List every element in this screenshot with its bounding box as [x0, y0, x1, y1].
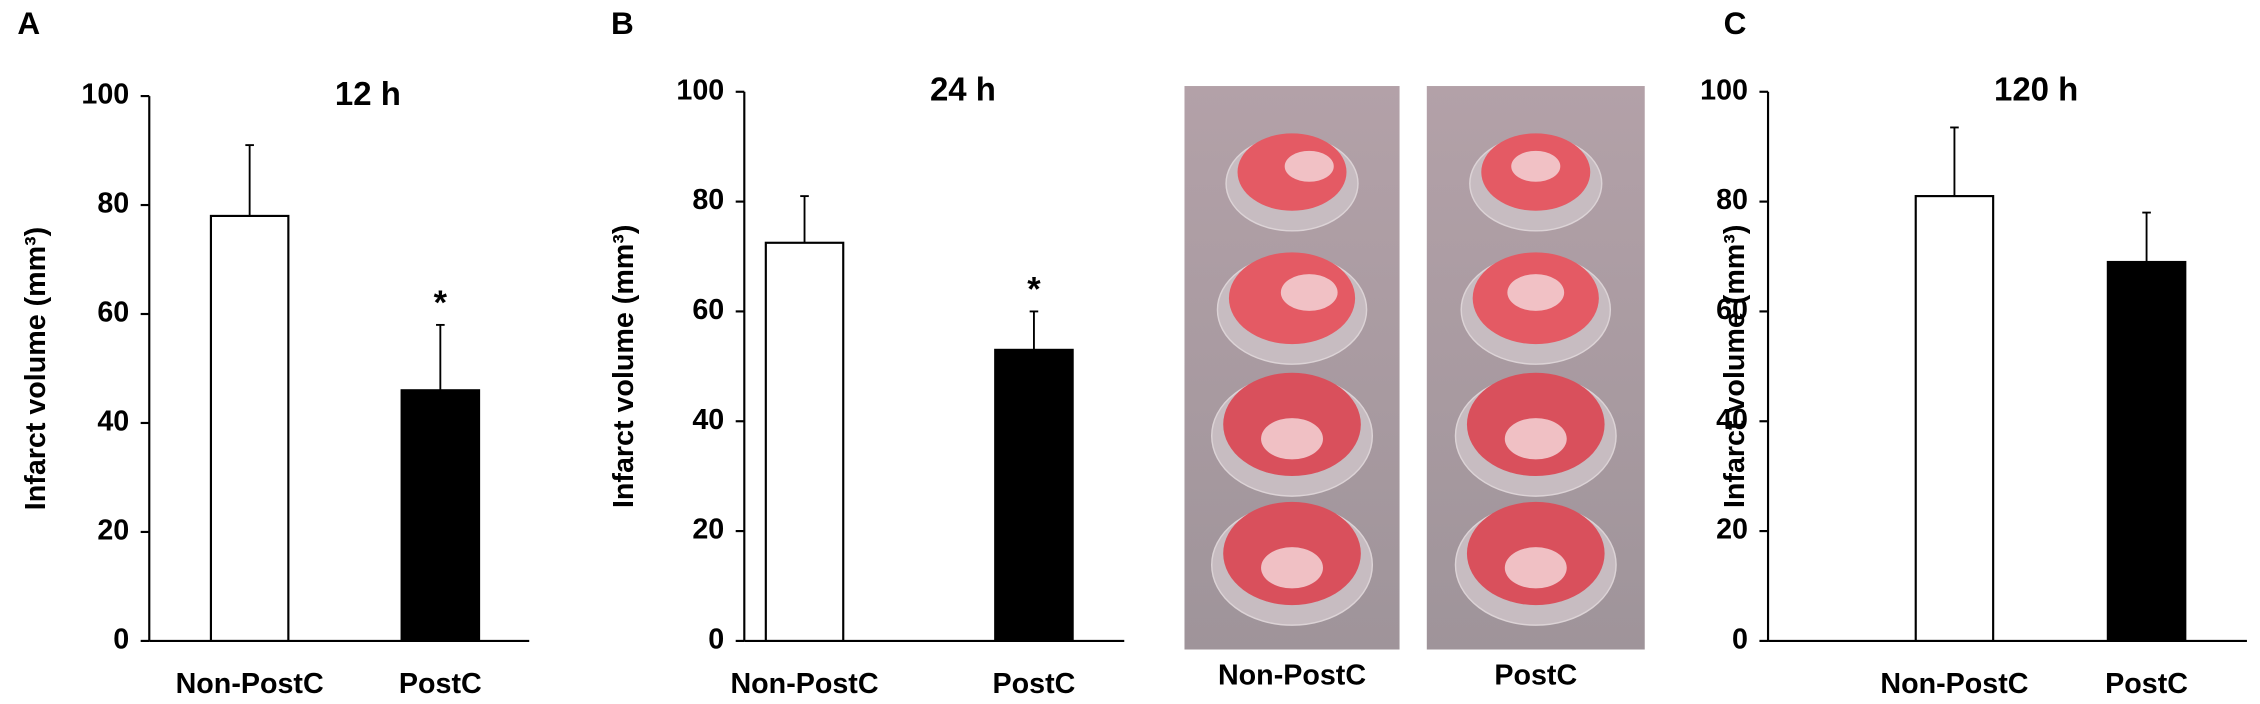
y-axis-label: Infarct volume (mm³) — [608, 225, 640, 508]
significance-mark: * — [1027, 270, 1041, 308]
y-tick-label: 100 — [1700, 74, 1748, 106]
y-tick-label: 60 — [692, 294, 724, 326]
infarct — [1261, 547, 1323, 589]
y-tick-label: 100 — [81, 79, 129, 111]
bar — [994, 348, 1074, 642]
bar — [2106, 260, 2187, 642]
infarct — [1504, 547, 1567, 589]
bar — [1914, 195, 1995, 642]
x-tick-label: PostC — [399, 668, 482, 700]
photo-label: Non-PostC — [1218, 659, 1366, 691]
panel-letter: A — [17, 5, 40, 41]
y-tick-label: 100 — [676, 74, 724, 106]
y-tick-label: 40 — [692, 404, 724, 436]
y-tick-label: 0 — [113, 623, 129, 655]
bar — [764, 241, 845, 642]
y-tick-label: 20 — [1716, 514, 1748, 546]
x-tick-label: PostC — [993, 668, 1076, 700]
y-tick-label: 80 — [97, 188, 129, 220]
y-tick-label: 0 — [1732, 623, 1748, 655]
photo-label: PostC — [1494, 659, 1577, 691]
y-axis-label: Infarct volume (mm³) — [1719, 225, 1751, 508]
bar — [209, 214, 290, 642]
x-tick-label: PostC — [2105, 668, 2188, 700]
bar — [400, 389, 481, 642]
x-tick-label: Non-PostC — [1880, 668, 2028, 700]
y-tick-label: 40 — [1716, 404, 1748, 436]
significance-mark: * — [434, 284, 448, 322]
chart-title: 24 h — [930, 70, 996, 107]
y-tick-label: 40 — [97, 406, 129, 438]
y-tick-label: 0 — [708, 623, 724, 655]
infarct — [1280, 274, 1338, 311]
x-tick-label: Non-PostC — [176, 668, 324, 700]
chart-title: 12 h — [335, 75, 401, 112]
infarct — [1284, 150, 1334, 182]
infarct — [1507, 274, 1565, 311]
y-tick-label: 80 — [1716, 184, 1748, 216]
infarct — [1504, 418, 1567, 460]
panel-letter: B — [611, 5, 634, 41]
y-tick-label: 80 — [692, 184, 724, 216]
y-tick-label: 20 — [692, 514, 724, 546]
y-axis-label: Infarct volume (mm³) — [20, 227, 52, 510]
y-tick-label: 60 — [97, 297, 129, 329]
y-tick-label: 20 — [97, 515, 129, 547]
infarct — [1511, 150, 1561, 182]
infarct — [1261, 418, 1323, 460]
chart-title: 120 h — [1994, 70, 2078, 107]
x-tick-label: Non-PostC — [731, 668, 879, 700]
y-tick-label: 60 — [1716, 294, 1748, 326]
panel-letter: C — [1724, 5, 1747, 41]
